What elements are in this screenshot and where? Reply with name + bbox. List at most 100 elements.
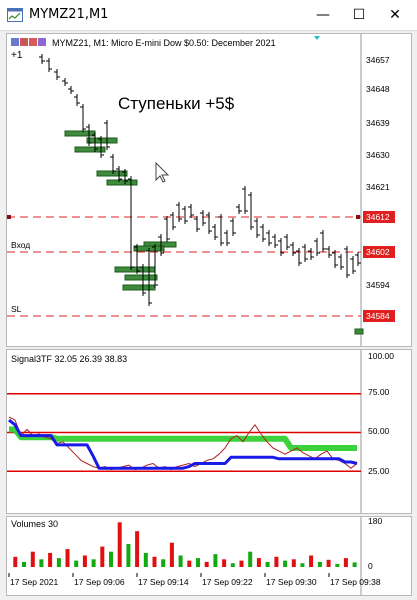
volume-bar: [22, 561, 26, 567]
volume-bar: [204, 561, 209, 567]
price-tick: 34657: [366, 55, 390, 65]
volume-bar: [343, 558, 348, 567]
title-bar[interactable]: MYMZ21,M1 — ☐ ✕: [0, 0, 417, 31]
indicator-tick: 25.00: [368, 466, 390, 476]
volume-bar: [13, 556, 18, 567]
volume-bar: [161, 559, 166, 567]
level-stop-loss[interactable]: SL 34584: [7, 304, 395, 322]
volume-bar: [283, 560, 288, 567]
volume-bar: [117, 522, 122, 567]
level-handle[interactable]: [356, 215, 360, 219]
price-chart-canvas[interactable]: MYMZ21, M1: Micro E-mini Dow $0.50: Dece…: [7, 34, 411, 346]
volume-bar: [265, 561, 270, 567]
price-tick: 34594: [366, 280, 390, 290]
volume-bar: [91, 559, 96, 567]
step-boxes: [64, 130, 364, 335]
volume-bar: [274, 556, 279, 567]
mouse-cursor-icon: [155, 161, 170, 183]
annotation-text: Ступеньки +5$: [118, 94, 235, 113]
volume-bar: [352, 562, 357, 567]
level-label: Вход: [11, 240, 30, 250]
volume-bar: [30, 551, 35, 567]
indicator-label: Signal3TF 32.05 26.39 38.83: [11, 354, 127, 364]
volume-bar: [300, 563, 305, 567]
volume-bar: [109, 551, 113, 567]
period-icon[interactable]: [38, 38, 46, 46]
volumes-canvas[interactable]: Volumes 30 180 0 17 Sep 2021 17 Sep 09:06…: [7, 516, 411, 595]
indicator-tick: 100.00: [368, 351, 394, 361]
price-badge-text: 34584: [366, 311, 390, 321]
volumes-tick: 0: [368, 561, 373, 571]
volume-bar: [222, 559, 227, 567]
volume-bar: [100, 546, 105, 567]
volume-bar: [169, 542, 174, 567]
level-label: SL: [11, 304, 22, 314]
candles-mode-icon[interactable]: [11, 38, 19, 46]
volume-bar: [291, 559, 296, 567]
volume-bar: [335, 563, 340, 567]
volume-bar: [317, 561, 322, 567]
volumes-panel[interactable]: Volumes 30 180 0 17 Sep 2021 17 Sep 09:06…: [6, 516, 412, 596]
line-mode-icon[interactable]: [29, 38, 37, 46]
indicator-panel[interactable]: Signal3TF 32.05 26.39 38.83 100.00 75.00…: [6, 349, 412, 514]
indicator-levels: [7, 393, 361, 472]
chart-header: MYMZ21, M1: Micro E-mini Dow $0.50: Dece…: [52, 38, 276, 48]
indicator-series: [8, 416, 358, 471]
time-label: 17 Sep 2021: [10, 577, 58, 587]
volume-bar: [196, 558, 200, 567]
price-chart-panel[interactable]: MYMZ21, M1: Micro E-mini Dow $0.50: Dece…: [6, 33, 412, 347]
price-axis: 34657 34648 34639 34630 34621 34594: [366, 55, 390, 290]
indicator-canvas[interactable]: Signal3TF 32.05 26.39 38.83 100.00 75.00…: [7, 350, 411, 513]
volume-bar: [230, 563, 235, 567]
price-bars: [39, 54, 361, 306]
volume-bar: [213, 554, 218, 567]
maximize-button[interactable]: ☐: [352, 7, 366, 23]
one-click-trading-icon[interactable]: [314, 36, 320, 40]
corner-mark: +1: [11, 50, 23, 61]
volume-bar: [135, 531, 140, 567]
volumes-label: Volumes 30: [11, 519, 58, 529]
price-badge: [363, 246, 395, 258]
time-label: 17 Sep 09:38: [330, 577, 381, 587]
volume-bar: [239, 560, 244, 567]
price-badge-text: 34602: [366, 247, 390, 257]
time-label: 17 Sep 09:22: [202, 577, 253, 587]
volume-bar: [39, 559, 44, 567]
time-label: 17 Sep 09:06: [74, 577, 125, 587]
price-tick: 34621: [366, 182, 390, 192]
window-title: MYMZ21,M1: [29, 7, 109, 22]
volume-bar: [126, 544, 131, 567]
price-tick: 34648: [366, 84, 390, 94]
price-badge-text: 34612: [366, 212, 390, 222]
price-tick: 34639: [366, 118, 390, 128]
volume-bar: [82, 555, 87, 567]
price-badge: [363, 310, 395, 322]
level-handle[interactable]: [7, 215, 11, 219]
volume-bars: [13, 522, 357, 567]
time-label: 17 Sep 09:30: [266, 577, 317, 587]
volume-bar: [74, 560, 79, 567]
chart-window-icon: [7, 8, 23, 22]
indicator-tick: 50.00: [368, 426, 390, 436]
time-axis: 17 Sep 2021 17 Sep 09:06 17 Sep 09:14 17 Se…: [8, 573, 381, 587]
volume-bar: [152, 556, 157, 567]
level-entry[interactable]: Вход 34602: [7, 240, 395, 258]
volume-bar: [326, 559, 331, 567]
indicator-series-line: [8, 418, 358, 470]
minimize-button[interactable]: —: [316, 7, 330, 23]
volumes-tick: 180: [368, 517, 382, 526]
level-entry-high[interactable]: 34612: [7, 211, 395, 223]
chart-toolbar-icons[interactable]: [11, 38, 46, 46]
volume-bar: [187, 560, 192, 567]
volume-bar: [309, 555, 314, 567]
volume-bar: [65, 549, 70, 567]
indicator-series-line: [9, 426, 357, 451]
price-badge: [363, 211, 395, 223]
indicator-series-line: [8, 416, 358, 471]
volume-bar: [178, 555, 183, 567]
close-button[interactable]: ✕: [389, 7, 401, 23]
indicator-tick: 75.00: [368, 387, 390, 397]
volume-bar: [256, 558, 261, 567]
bars-mode-icon[interactable]: [20, 38, 28, 46]
